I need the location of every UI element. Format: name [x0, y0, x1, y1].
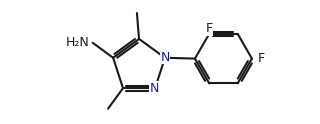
Text: N: N [160, 51, 170, 64]
Text: F: F [258, 52, 265, 65]
Text: F: F [206, 22, 213, 35]
Text: N: N [150, 82, 159, 95]
Text: H₂N: H₂N [66, 36, 89, 49]
